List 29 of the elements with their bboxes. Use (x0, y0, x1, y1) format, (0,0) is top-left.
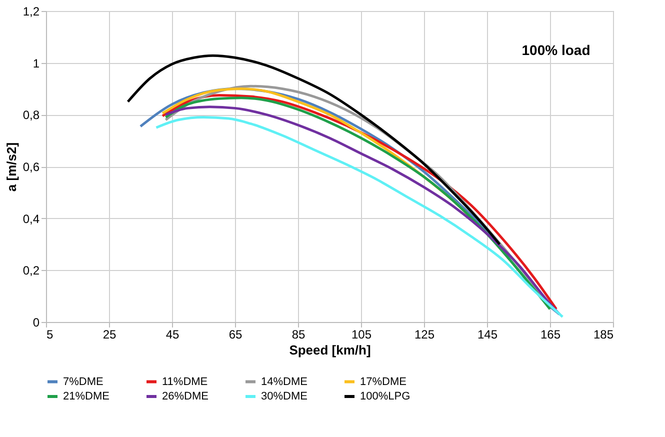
x-tick-label: 5 (46, 328, 54, 342)
legend-label: 26%DME (162, 390, 208, 402)
y-tick-label: 0,4 (22, 212, 40, 226)
x-tick-label: 45 (166, 328, 180, 342)
legend-label: 7%DME (63, 376, 104, 388)
x-tick-label: 165 (540, 328, 561, 342)
legend-label: 21%DME (63, 390, 110, 402)
y-tick-label: 0,2 (22, 264, 40, 278)
y-tick-label: 1 (32, 56, 40, 70)
y-tick-label: 0,6 (22, 160, 40, 174)
x-axis-title: Speed [km/h] (289, 342, 371, 358)
x-tick-label: 125 (414, 328, 435, 342)
legend-label: 17%DME (360, 376, 406, 388)
y-tick-label: 0,8 (22, 108, 40, 122)
x-tick-label: 185 (593, 328, 614, 342)
y-tick-label: 0 (32, 316, 40, 330)
y-tick-label: 1,2 (22, 4, 40, 18)
x-tick-label: 65 (228, 328, 242, 342)
x-tick-label: 85 (292, 328, 306, 342)
legend-label: 30%DME (261, 390, 308, 402)
legend-label: 14%DME (261, 376, 308, 388)
legend-label: 11%DME (162, 376, 208, 388)
x-tick-label: 145 (477, 328, 498, 342)
legend-label: 100%LPG (360, 390, 410, 402)
x-tick-label: 25 (102, 328, 116, 342)
y-axis-title: a [m/s2] (4, 142, 19, 192)
annotation: 100% load (522, 42, 590, 58)
line-series (126, 54, 501, 246)
x-tick-label: 105 (351, 328, 372, 342)
